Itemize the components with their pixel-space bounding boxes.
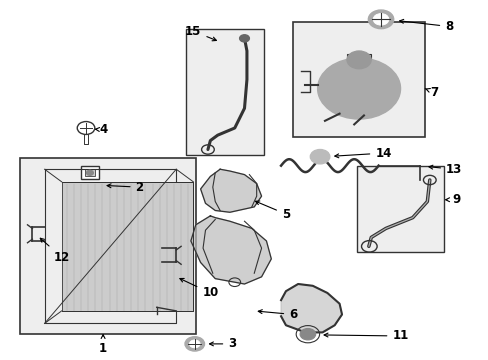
Bar <box>356 166 444 252</box>
Bar <box>81 166 99 179</box>
Circle shape <box>239 35 249 42</box>
Polygon shape <box>281 284 341 332</box>
Circle shape <box>310 149 329 164</box>
Bar <box>85 169 95 176</box>
Bar <box>185 30 264 155</box>
Bar <box>346 54 370 65</box>
Text: 11: 11 <box>324 329 408 342</box>
Circle shape <box>372 14 388 25</box>
Bar <box>293 22 424 137</box>
Text: 12: 12 <box>40 238 70 264</box>
Text: 1: 1 <box>99 335 107 355</box>
Text: 13: 13 <box>428 163 461 176</box>
Text: 6: 6 <box>258 308 297 321</box>
Text: 4: 4 <box>95 123 107 136</box>
Text: 5: 5 <box>255 201 289 221</box>
Polygon shape <box>200 169 261 212</box>
Polygon shape <box>190 216 271 284</box>
Circle shape <box>189 340 200 348</box>
Bar <box>61 182 193 311</box>
Text: 9: 9 <box>445 193 460 206</box>
Text: 15: 15 <box>185 25 216 41</box>
Text: 2: 2 <box>107 181 143 194</box>
Circle shape <box>86 170 93 175</box>
Text: 14: 14 <box>334 147 391 159</box>
Text: 8: 8 <box>399 19 452 33</box>
Bar <box>20 158 195 334</box>
Circle shape <box>317 58 400 119</box>
Circle shape <box>300 328 315 340</box>
Text: 10: 10 <box>180 278 218 300</box>
Circle shape <box>184 337 204 351</box>
Text: 3: 3 <box>209 337 236 350</box>
Circle shape <box>346 51 370 69</box>
Circle shape <box>367 10 393 29</box>
Text: 7: 7 <box>425 86 438 99</box>
